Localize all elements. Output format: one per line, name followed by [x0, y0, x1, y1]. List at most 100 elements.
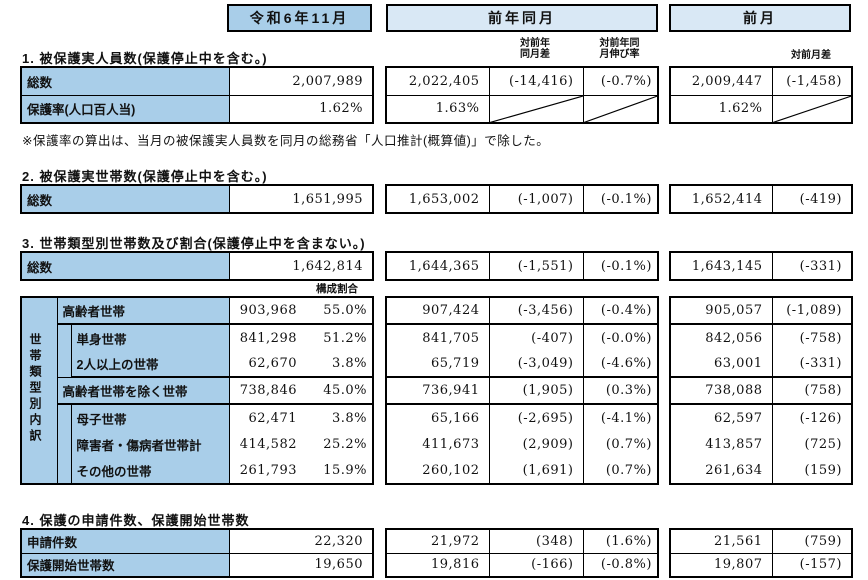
diagonal-cell [771, 94, 853, 124]
diagonal-line [490, 96, 582, 122]
subheader-prev-year-rate: 対前年同 月伸び率 [582, 38, 657, 60]
row-label: 高齢者世帯を除く世帯 [56, 376, 230, 405]
rate-cell: (-4.6%) [582, 351, 659, 378]
section4-prev-year-table: 21,972 (348) (1.6%) 19,816 (-166) (-0.8%… [385, 528, 659, 578]
ratio-cell: 3.8% [306, 403, 374, 431]
value-cell: 1,644,365 [385, 251, 490, 281]
diagonal-line [773, 96, 851, 122]
diff-cell: (-166) [488, 552, 584, 578]
value-cell: 411,673 [385, 431, 490, 458]
subheader-line: 対前年 [520, 38, 550, 49]
value-cell: 65,719 [385, 351, 490, 378]
diff-cell: (759) [771, 528, 853, 554]
rate-cell: (0.7%) [582, 431, 659, 458]
value-cell: 414,582 [228, 431, 306, 458]
row-label: 総数 [20, 184, 230, 214]
rate-cell: (-0.1%) [582, 251, 659, 281]
row-label: 保護開始世帯数 [20, 552, 230, 578]
value-cell: 1,643,145 [669, 251, 773, 281]
rate-calculation-note: ※保護率の算出は、当月の被保護実人員数を同月の総務省「人口推計(概算値)」で除し… [22, 134, 550, 148]
row-label: 母子世帯 [70, 403, 230, 431]
diff-cell: (159) [771, 458, 853, 485]
section3-total-current-table: 総数 1,642,814 [20, 251, 374, 281]
value-cell: 1,651,995 [228, 184, 374, 214]
household-type-vertical-label: 世帯類型別内訳 [20, 296, 58, 485]
value-cell: 842,056 [669, 323, 773, 351]
value-cell: 1.62% [228, 94, 374, 124]
ratio-cell: 15.9% [306, 458, 374, 485]
diff-cell: (-331) [771, 351, 853, 378]
row-label: 総数 [20, 66, 230, 96]
row-label: 高齢者世帯 [56, 296, 230, 325]
value-cell: 1.62% [669, 94, 773, 124]
section3-total-prev-year-table: 1,644,365 (-1,551) (-0.1%) [385, 251, 659, 281]
value-cell: 22,320 [228, 528, 374, 554]
diff-cell: (348) [488, 528, 584, 554]
value-cell: 905,057 [669, 296, 773, 325]
row-label: 2人以上の世帯 [70, 351, 230, 378]
rate-cell: (1.6%) [582, 528, 659, 554]
section1-prev-month-table: 2,009,447 (-1,458) 1.62% [669, 66, 853, 124]
diff-cell: (-126) [771, 403, 853, 431]
section1-current-table: 総数 2,007,989 保護率(人口百人当) 1.62% [20, 66, 374, 124]
diff-cell: (-2,695) [488, 403, 584, 431]
diff-cell: (-157) [771, 552, 853, 578]
rate-cell: (-0.8%) [582, 552, 659, 578]
value-cell: 62,670 [228, 351, 306, 378]
value-cell: 738,846 [228, 376, 306, 405]
diagonal-cell [488, 94, 584, 124]
value-cell: 62,597 [669, 403, 773, 431]
section4-title: 4. 保護の申請件数、保護開始世帯数 [22, 513, 250, 528]
ratio-cell: 51.2% [306, 323, 374, 351]
row-label: 単身世帯 [70, 323, 230, 351]
section2-title: 2. 被保護実世帯数(保護停止中を含む。) [22, 169, 268, 184]
diff-cell: (1,691) [488, 458, 584, 485]
value-cell: 1.63% [385, 94, 490, 124]
household-type-prev-month-table: 905,057 (-1,089) 842,056 (-758) 63,001 (… [669, 296, 853, 485]
diff-cell: (-1,458) [771, 66, 853, 96]
row-label: 申請件数 [20, 528, 230, 554]
household-type-current-table: 世帯類型別内訳 高齢者世帯 903,968 55.0% 単身世帯 841,298… [20, 296, 374, 485]
period-header-current: 令和6年11月 [227, 4, 372, 32]
period-header-prev-year: 前年同月 [386, 4, 658, 32]
diff-cell: (-758) [771, 323, 853, 351]
diff-cell: (-419) [771, 184, 853, 214]
value-cell: 261,634 [669, 458, 773, 485]
value-cell: 841,705 [385, 323, 490, 351]
section2-prev-month-table: 1,652,414 (-419) [669, 184, 853, 214]
value-cell: 1,653,002 [385, 184, 490, 214]
value-cell: 2,007,989 [228, 66, 374, 96]
rate-cell: (-4.1%) [582, 403, 659, 431]
ratio-cell: 3.8% [306, 351, 374, 378]
subheader-line: 対前年同 [599, 38, 640, 49]
row-label: 総数 [20, 251, 230, 281]
value-cell: 261,793 [228, 458, 306, 485]
diff-cell: (725) [771, 431, 853, 458]
rate-cell: (0.3%) [582, 376, 659, 405]
section3-total-prev-month-table: 1,643,145 (-331) [669, 251, 853, 281]
value-cell: 736,941 [385, 376, 490, 405]
rate-cell: (-0.7%) [582, 66, 659, 96]
period-header-prev-month: 前月 [669, 4, 851, 32]
value-cell: 21,972 [385, 528, 490, 554]
ratio-cell: 25.2% [306, 431, 374, 458]
rate-cell: (-0.0%) [582, 323, 659, 351]
rate-cell: (0.7%) [582, 458, 659, 485]
diff-cell: (-1,551) [488, 251, 584, 281]
diagonal-cell [582, 94, 659, 124]
value-cell: 2,022,405 [385, 66, 490, 96]
value-cell: 21,561 [669, 528, 773, 554]
value-cell: 1,652,414 [669, 184, 773, 214]
section4-current-table: 申請件数 22,320 保護開始世帯数 19,650 [20, 528, 374, 578]
subheader-line: 月伸び率 [599, 49, 640, 60]
diff-cell: (1,905) [488, 376, 584, 405]
value-cell: 19,807 [669, 552, 773, 578]
subheader-line: 同月差 [520, 49, 550, 60]
diff-cell: (2,909) [488, 431, 584, 458]
rate-cell: (-0.1%) [582, 184, 659, 214]
diff-cell: (-1,007) [488, 184, 584, 214]
value-cell: 19,650 [228, 552, 374, 578]
value-cell: 1,642,814 [228, 251, 374, 281]
diff-cell: (-14,416) [488, 66, 584, 96]
